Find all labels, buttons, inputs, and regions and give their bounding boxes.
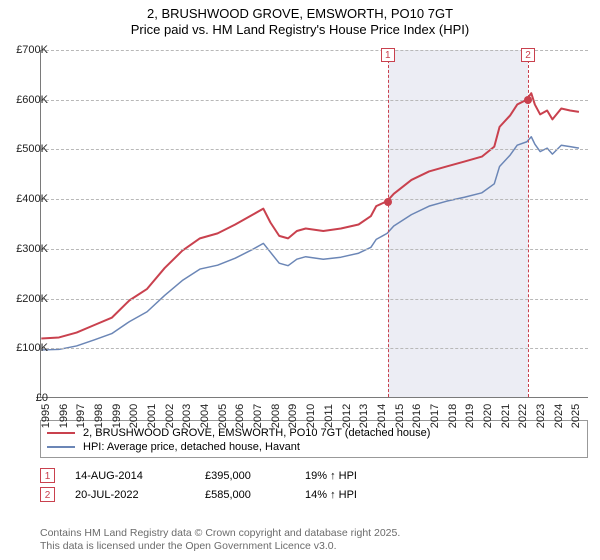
x-axis-label: 2010 (305, 404, 317, 428)
marker-row: 1 14-AUG-2014 £395,000 19% ↑ HPI (40, 468, 588, 483)
marker-badge-top: 1 (381, 48, 395, 62)
x-axis-label: 2008 (270, 404, 282, 428)
x-axis-label: 2013 (358, 404, 370, 428)
y-axis-label: £100K (2, 342, 48, 354)
x-axis-label: 2021 (500, 404, 512, 428)
x-axis-label: 2015 (394, 404, 406, 428)
x-axis-label: 2009 (287, 404, 299, 428)
x-axis-label: 2004 (199, 404, 211, 428)
x-axis-label: 1998 (93, 404, 105, 428)
chart-container: 2, BRUSHWOOD GROVE, EMSWORTH, PO10 7GT P… (0, 0, 600, 560)
x-axis-label: 2005 (217, 404, 229, 428)
x-axis-label: 2003 (181, 404, 193, 428)
x-axis-label: 1995 (40, 404, 52, 428)
gridline (41, 299, 588, 300)
marker-date: 20-JUL-2022 (75, 489, 205, 501)
x-axis-label: 2006 (234, 404, 246, 428)
gridline (41, 50, 588, 51)
gridline (41, 199, 588, 200)
x-axis-label: 2022 (517, 404, 529, 428)
x-axis-label: 2007 (252, 404, 264, 428)
marker-row: 2 20-JUL-2022 £585,000 14% ↑ HPI (40, 487, 588, 502)
legend-item: 2, BRUSHWOOD GROVE, EMSWORTH, PO10 7GT (… (47, 427, 581, 439)
x-axis-label: 2020 (482, 404, 494, 428)
series-hpi (41, 137, 579, 350)
legend-swatch (47, 432, 75, 434)
y-axis-label: £700K (2, 44, 48, 56)
marker-badge: 1 (40, 468, 55, 483)
marker-vline (388, 50, 389, 397)
marker-badge: 2 (40, 487, 55, 502)
series-price (41, 93, 579, 338)
x-axis-label: 2014 (376, 404, 388, 428)
marker-delta: 19% ↑ HPI (305, 470, 435, 482)
marker-table: 1 14-AUG-2014 £395,000 19% ↑ HPI 2 20-JU… (40, 464, 588, 506)
x-axis-label: 2002 (164, 404, 176, 428)
legend-item: HPI: Average price, detached house, Hava… (47, 441, 581, 453)
footer-copyright: Contains HM Land Registry data © Crown c… (40, 527, 588, 541)
y-axis-label: £600K (2, 94, 48, 106)
legend-swatch (47, 446, 75, 448)
footer-licence: This data is licensed under the Open Gov… (40, 540, 588, 554)
y-axis-label: £300K (2, 243, 48, 255)
marker-dot (384, 198, 392, 206)
gridline (41, 100, 588, 101)
chart-lines (41, 50, 588, 397)
plot-area: 12 (40, 50, 588, 398)
gridline (41, 348, 588, 349)
x-axis-label: 2025 (570, 404, 582, 428)
y-axis-label: £0 (2, 392, 48, 404)
y-axis-label: £400K (2, 193, 48, 205)
marker-delta: 14% ↑ HPI (305, 489, 435, 501)
legend-label: 2, BRUSHWOOD GROVE, EMSWORTH, PO10 7GT (… (83, 427, 430, 439)
x-axis-label: 2019 (464, 404, 476, 428)
title-address: 2, BRUSHWOOD GROVE, EMSWORTH, PO10 7GT (0, 6, 600, 22)
x-axis-label: 2012 (341, 404, 353, 428)
x-axis-label: 1996 (58, 404, 70, 428)
x-axis-label: 2018 (447, 404, 459, 428)
x-axis-label: 2024 (553, 404, 565, 428)
x-axis-label: 2001 (146, 404, 158, 428)
y-axis-label: £200K (2, 293, 48, 305)
x-axis-label: 2011 (323, 404, 335, 428)
x-axis-label: 2000 (128, 404, 140, 428)
legend-label: HPI: Average price, detached house, Hava… (83, 441, 300, 453)
x-axis-label: 2016 (411, 404, 423, 428)
marker-dot (524, 96, 532, 104)
marker-badge-top: 2 (521, 48, 535, 62)
gridline (41, 149, 588, 150)
marker-price: £395,000 (205, 470, 305, 482)
y-axis-label: £500K (2, 143, 48, 155)
gridline (41, 249, 588, 250)
x-axis-label: 2017 (429, 404, 441, 428)
marker-date: 14-AUG-2014 (75, 470, 205, 482)
footer: Contains HM Land Registry data © Crown c… (40, 527, 588, 554)
x-axis-label: 1997 (75, 404, 87, 428)
x-axis-label: 2023 (535, 404, 547, 428)
title-subtitle: Price paid vs. HM Land Registry's House … (0, 22, 600, 38)
x-axis-label: 1999 (111, 404, 123, 428)
marker-price: £585,000 (205, 489, 305, 501)
chart-title: 2, BRUSHWOOD GROVE, EMSWORTH, PO10 7GT P… (0, 0, 600, 39)
